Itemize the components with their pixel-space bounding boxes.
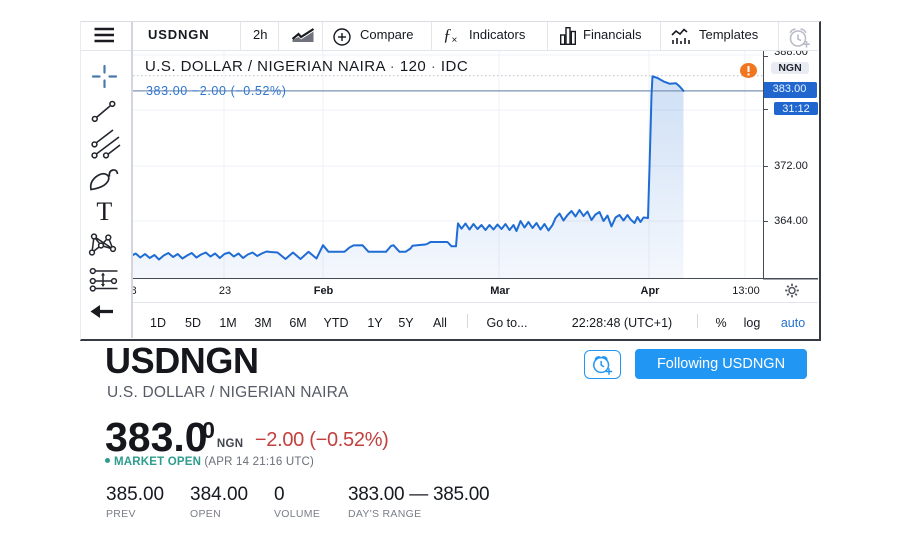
svg-text:T: T	[96, 197, 112, 226]
